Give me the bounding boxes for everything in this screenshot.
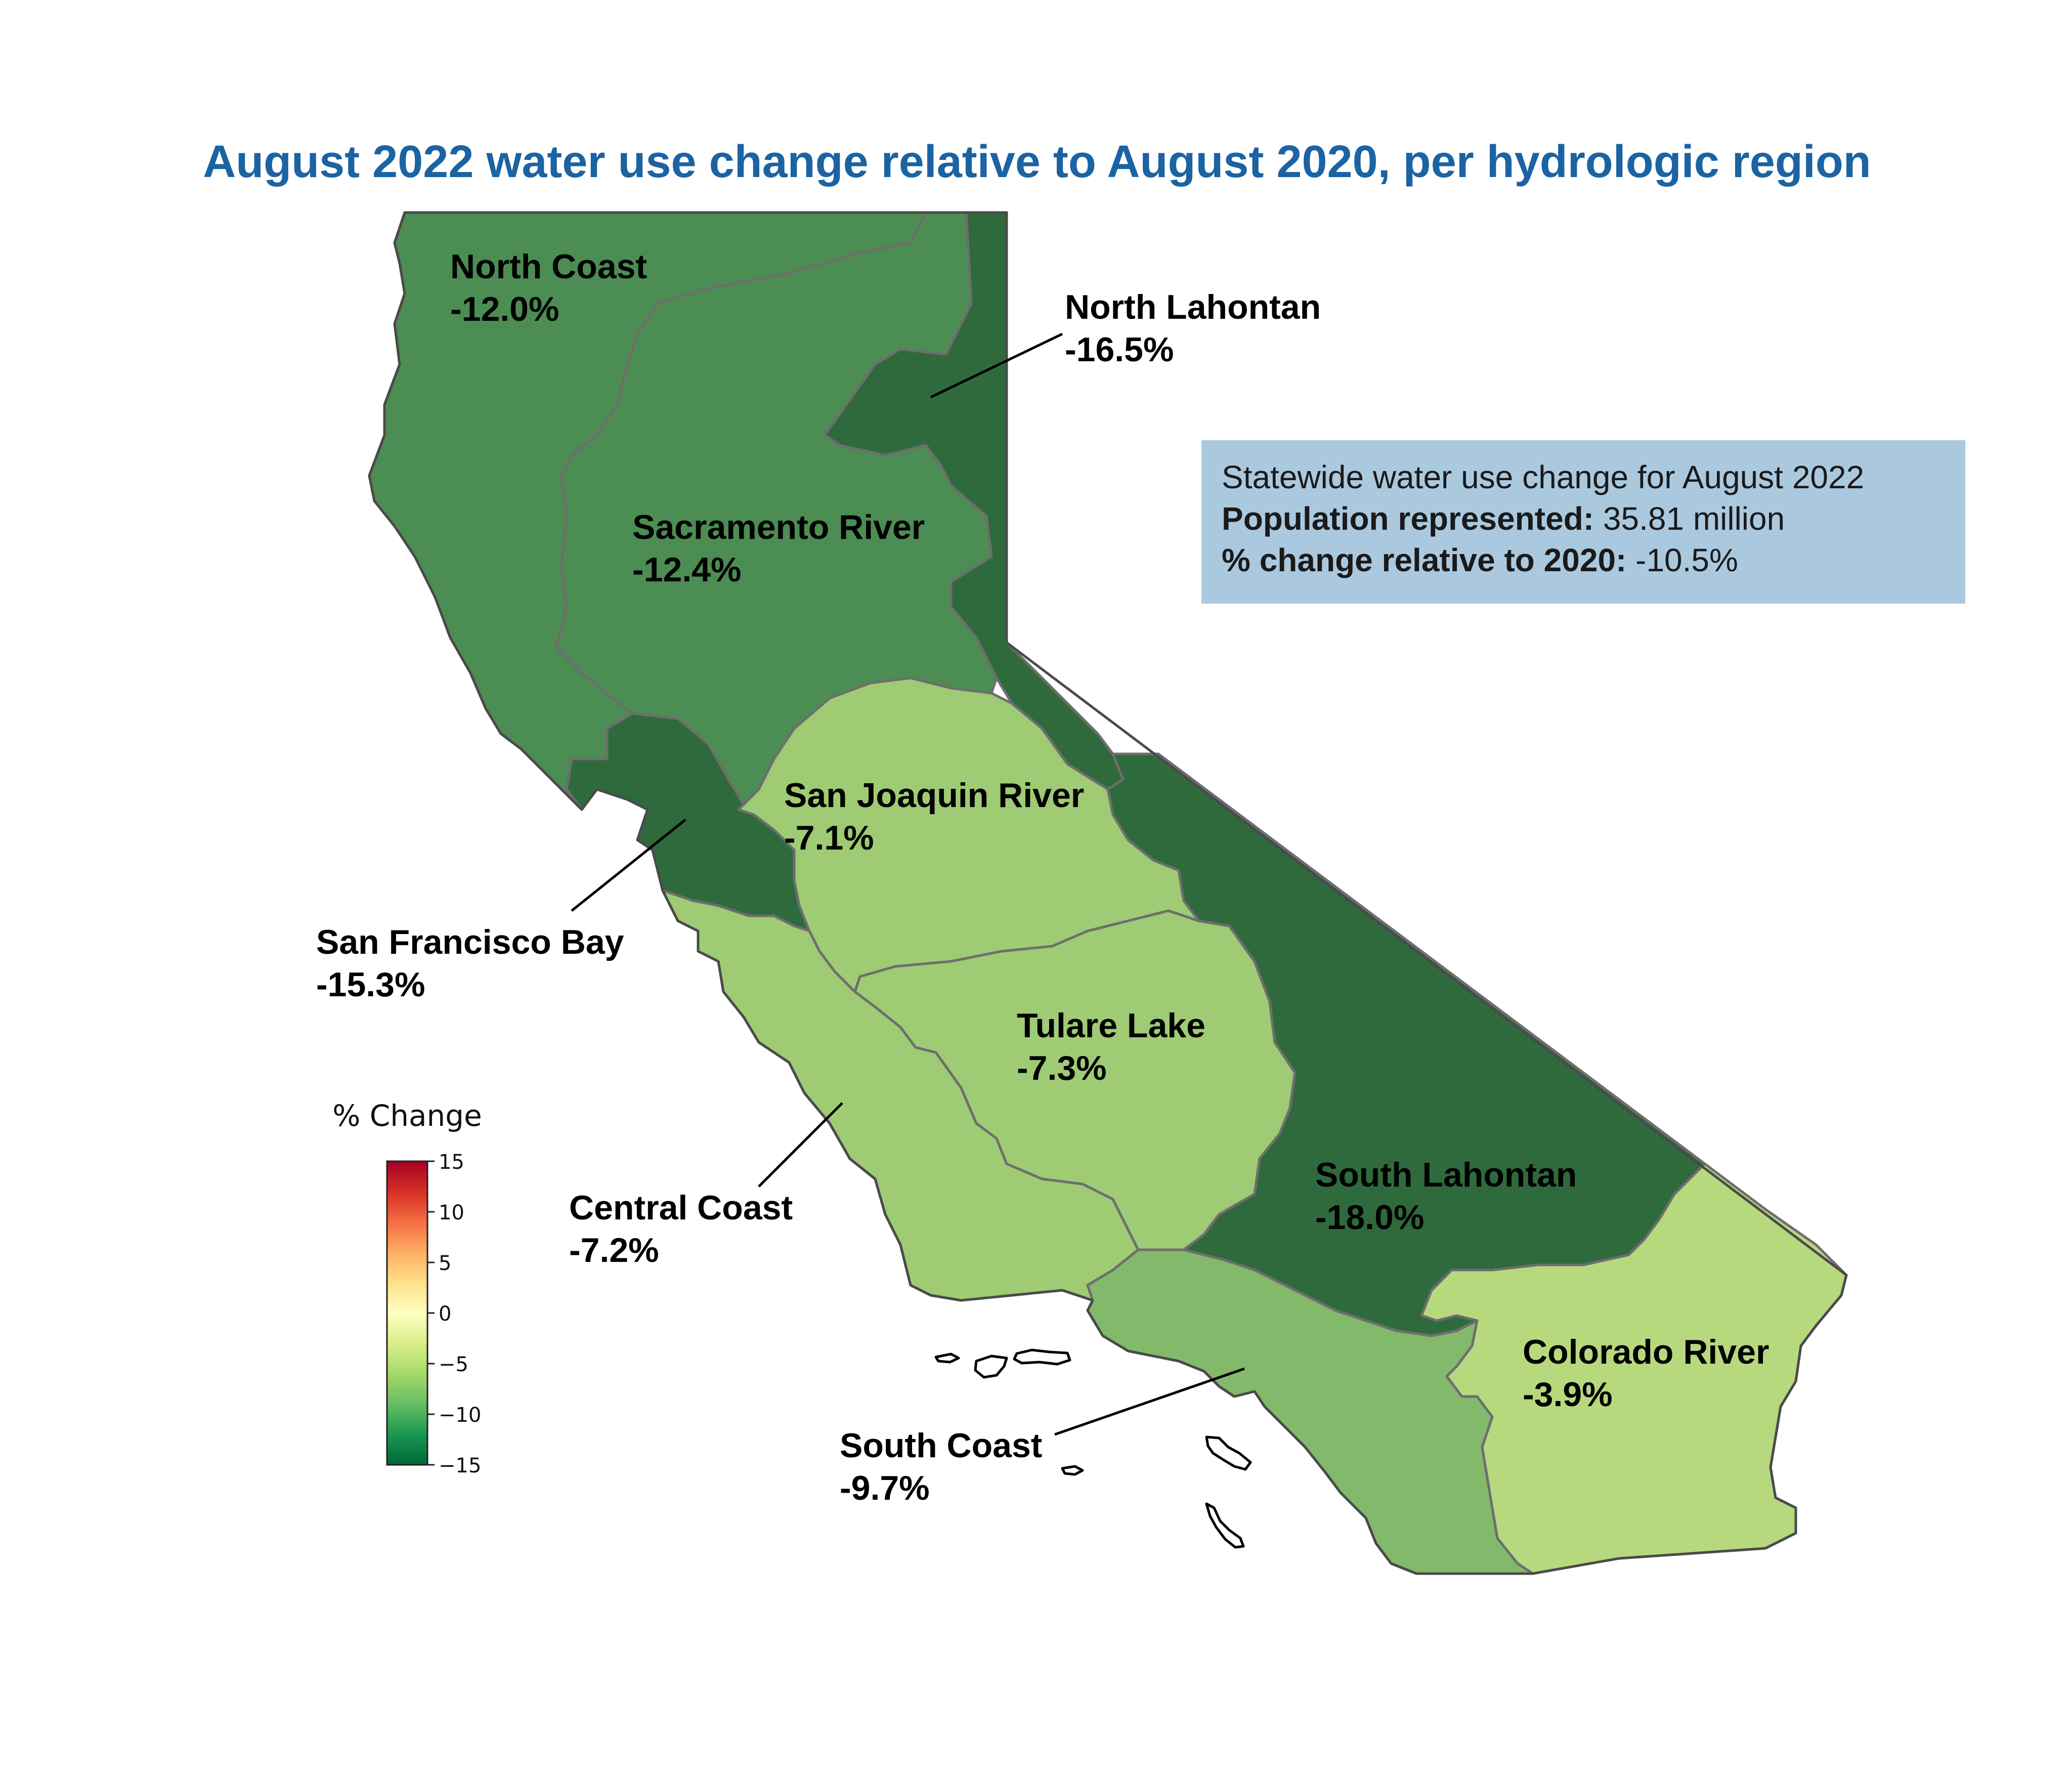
label-san-francisco-bay-name: San Francisco Bay	[316, 923, 624, 961]
label-north-lahontan-name: North Lahontan	[1065, 288, 1321, 326]
label-colorado-river: Colorado River -3.9%	[1523, 1333, 1779, 1414]
island-santa-catalina	[1205, 1435, 1252, 1471]
legend-tick-label: 10	[439, 1201, 464, 1224]
label-colorado-river-value: -3.9%	[1523, 1375, 1613, 1414]
label-south-lahontan: South Lahontan -18.0%	[1315, 1156, 1586, 1237]
island-santa-cruz	[1013, 1348, 1071, 1366]
label-south-coast-name: South Coast	[840, 1426, 1042, 1465]
info-population: Population represented: 35.81 million	[1222, 500, 1785, 537]
label-san-joaquin-river-value: -7.1%	[784, 819, 874, 857]
label-north-coast: North Coast -12.0%	[450, 247, 657, 328]
leader-central-coast	[758, 1102, 843, 1188]
label-tulare-lake-name: Tulare Lake	[1017, 1006, 1205, 1045]
leader-north-lahontan	[930, 332, 1063, 399]
label-south-lahontan-value: -18.0%	[1315, 1198, 1424, 1237]
label-south-coast: South Coast -9.7%	[840, 1426, 1052, 1507]
label-north-lahontan: North Lahontan -16.5%	[1065, 288, 1330, 369]
label-north-lahontan-value: -16.5%	[1065, 330, 1174, 369]
island-santa-rosa	[974, 1355, 1008, 1379]
island-san-clemente	[1205, 1502, 1245, 1549]
label-san-francisco-bay: San Francisco Bay -15.3%	[316, 923, 633, 1004]
legend-colorbar	[386, 1160, 428, 1466]
label-north-coast-value: -12.0%	[450, 290, 559, 328]
info-population-label: Population represented:	[1222, 500, 1594, 537]
island-san-miguel	[934, 1352, 960, 1364]
label-central-coast: Central Coast -7.2%	[569, 1189, 802, 1270]
island-santa-barbara	[1061, 1465, 1084, 1476]
info-heading: Statewide water use change for August 20…	[1222, 459, 1864, 495]
label-central-coast-name: Central Coast	[569, 1189, 793, 1227]
label-sacramento-river: Sacramento River -12.4%	[632, 508, 934, 589]
label-san-francisco-bay-value: -15.3%	[316, 965, 425, 1004]
label-south-lahontan-name: South Lahontan	[1315, 1156, 1577, 1194]
legend-tick-label: −10	[439, 1404, 481, 1427]
legend-tick-label: 15	[439, 1151, 464, 1174]
label-north-coast-name: North Coast	[450, 247, 647, 286]
state-outline	[368, 211, 1848, 1575]
legend-tick-label: −15	[439, 1454, 481, 1477]
legend-title: % Change	[332, 1098, 482, 1133]
region-shapes	[368, 211, 1848, 1575]
label-tulare-lake-value: -7.3%	[1017, 1049, 1107, 1087]
region-north-lahontan[interactable]	[823, 211, 1160, 791]
legend-tick-label: 0	[439, 1302, 451, 1326]
legend-tick-label: 5	[439, 1252, 451, 1275]
channel-islands	[934, 1348, 1252, 1549]
info-change-value: -10.5%	[1635, 542, 1738, 578]
region-labels: North Coast -12.0% North Lahontan -16.5%…	[316, 247, 1779, 1507]
leader-lines	[571, 332, 1245, 1436]
info-change: % change relative to 2020: -10.5%	[1222, 542, 1738, 578]
leader-south-coast	[1054, 1367, 1245, 1436]
legend-tick-label: −5	[439, 1353, 468, 1376]
label-central-coast-value: -7.2%	[569, 1231, 659, 1270]
info-box-background	[1201, 440, 1965, 604]
statewide-info-box: Statewide water use change for August 20…	[1201, 440, 1965, 604]
label-sacramento-river-value: -12.4%	[632, 551, 741, 589]
label-colorado-river-name: Colorado River	[1523, 1333, 1769, 1371]
info-population-value: 35.81 million	[1603, 500, 1785, 537]
map-title: August 2022 water use change relative to…	[203, 137, 1871, 187]
leader-san-francisco-bay	[571, 819, 686, 912]
label-san-joaquin-river: San Joaquin River -7.1%	[784, 776, 1094, 857]
label-tulare-lake: Tulare Lake -7.3%	[1017, 1006, 1215, 1087]
color-legend: % Change 15 10 5 0 −5 −10 −15	[332, 1098, 482, 1477]
label-sacramento-river-name: Sacramento River	[632, 508, 925, 546]
label-san-joaquin-river-name: San Joaquin River	[784, 776, 1084, 815]
info-change-label: % change relative to 2020:	[1222, 542, 1626, 578]
legend-ticks: 15 10 5 0 −5 −10 −15	[427, 1151, 481, 1477]
label-south-coast-value: -9.7%	[840, 1469, 930, 1507]
